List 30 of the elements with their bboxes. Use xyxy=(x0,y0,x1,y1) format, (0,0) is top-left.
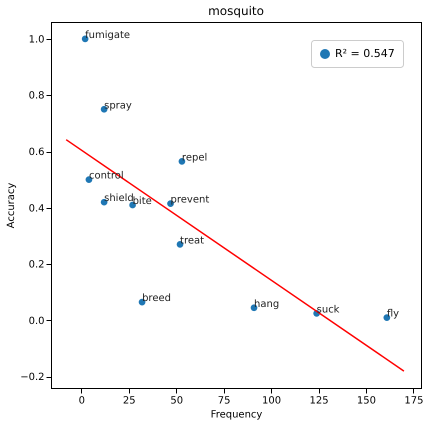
y-tick-label: 0.6 xyxy=(28,147,44,158)
annotation: prevent xyxy=(170,194,210,206)
x-tick-label: 150 xyxy=(356,396,376,406)
annotation: breed xyxy=(142,293,171,304)
annotation: spray xyxy=(104,100,132,112)
annotation: fly xyxy=(386,308,400,320)
y-axis-title: Accuracy xyxy=(6,182,18,228)
annotation: repel xyxy=(182,152,208,164)
annotation: treat xyxy=(180,235,204,246)
x-tick-label: 100 xyxy=(262,396,282,406)
y-tick-label: 0.0 xyxy=(28,316,44,327)
annotation: fumigate xyxy=(85,30,130,41)
x-axis-title: Frequency xyxy=(210,410,262,420)
y-tick-label: 0.8 xyxy=(28,90,44,102)
annotation: suck xyxy=(316,304,340,316)
x-tick-label: 0 xyxy=(78,396,86,406)
x-tick-label: 175 xyxy=(404,396,424,406)
annotation: bite xyxy=(132,196,152,207)
x-tick-label: 75 xyxy=(218,396,231,406)
chart-title: mosquito xyxy=(208,4,264,18)
annotation: hang xyxy=(254,298,280,310)
x-tick-label: 125 xyxy=(309,396,329,406)
y-tick-label: 0.2 xyxy=(28,260,44,271)
annotation: shield xyxy=(104,193,134,204)
y-tick-label: 0.4 xyxy=(28,203,44,214)
legend-label: R² = 0.547 xyxy=(335,47,395,60)
y-tick-label: 1.0 xyxy=(28,34,44,46)
x-tick-label: 50 xyxy=(170,396,184,406)
x-tick-label: 25 xyxy=(122,396,136,406)
y-tick-label: −0.2 xyxy=(20,372,44,384)
